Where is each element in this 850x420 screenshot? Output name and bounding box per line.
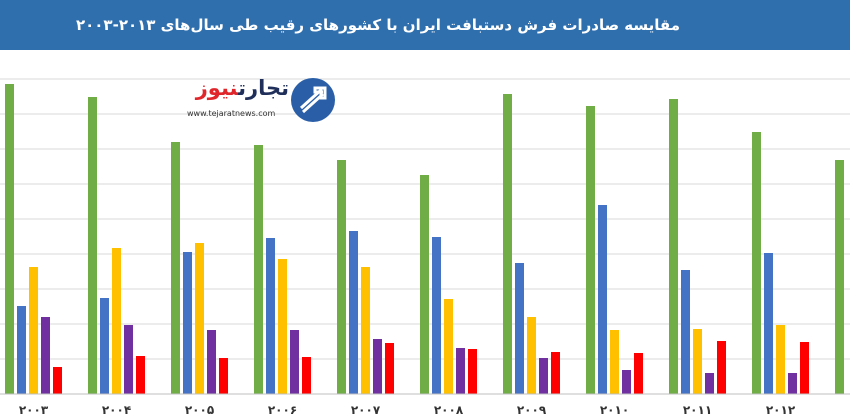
bar-4-5 [468,349,477,394]
tejaratnews-logo: تجارتنیوز www.tejaratnews.com [181,76,341,128]
bar-2-5 [444,299,453,394]
bar-2-9 [776,325,785,394]
bar-3-9 [788,373,797,394]
title-bar: مقایسه صادرات فرش دستبافت ایران با کشوره… [0,0,850,50]
bar-0-5 [420,175,429,394]
bar-1-8 [681,270,690,394]
x-tick-label: ۲۰۰۵ [185,403,214,417]
bar-4-3 [302,357,311,394]
bar-3-1 [124,325,133,394]
bar-4-6 [551,352,560,394]
bar-2-2 [195,243,204,394]
bar-0-1 [88,97,97,394]
bar-3-3 [290,330,299,394]
bar-1-0 [17,306,26,394]
bar-0-6 [503,94,512,394]
bar-3-7 [622,370,631,394]
bar-4-0 [53,367,62,394]
bar-4-2 [219,358,228,394]
bar-3-4 [373,339,382,394]
bar-0-10 [835,160,844,394]
logo-arrow-icon [291,78,335,122]
x-tick-label: ۲۰۰۹ [517,403,547,417]
bar-4-7 [634,353,643,394]
bar-3-6 [539,358,548,394]
bar-0-0 [5,84,14,394]
bar-0-9 [752,132,761,394]
bar-chart: ۲۰۰۳ ۲۰۰۴ ۲۰۰۵ ۲۰۰۶ ۲۰۰۷ ۲۰۰۸ ۲۰۰۹ ۲۰۱۰ ۲۰۱۱ ۲۰۱۲ [0,78,850,417]
bar-0-8 [669,99,678,394]
bar-2-3 [278,259,287,394]
bar-3-8 [705,373,714,394]
bar-2-0 [29,267,38,394]
bar-0-4 [337,160,346,394]
bar-1-2 [183,252,192,394]
x-tick-label: ۲۰۰۷ [351,403,381,417]
bar-4-1 [136,356,145,394]
bar-3-0 [41,317,50,394]
logo-url: www.tejaratnews.com [187,109,276,118]
x-tick-label: ۲۰۱۰ [600,403,629,417]
bar-1-4 [349,231,358,394]
bar-1-1 [100,298,109,394]
logo-name: تجارتنیوز [195,76,289,100]
x-tick-label: ۲۰۰۸ [434,403,464,417]
bar-1-7 [598,205,607,394]
x-tick-label: ۲۰۰۶ [268,403,297,417]
bar-2-1 [112,248,121,394]
x-tick-label: ۲۰۱۲ [766,403,796,417]
x-tick-label: ۲۰۱۱ [683,403,712,417]
bar-2-4 [361,267,370,394]
bar-0-3 [254,145,263,394]
x-tick-label: ۲۰۰۴ [102,403,131,417]
chart-title: مقایسه صادرات فرش دستبافت ایران با کشوره… [75,16,680,34]
x-tick-label: ۲۰۰۳ [19,403,49,417]
bar-1-5 [432,237,441,394]
bar-1-6 [515,263,524,394]
bar-1-3 [266,238,275,394]
bar-4-8 [717,341,726,394]
bar-3-2 [207,330,216,394]
bar-2-8 [693,329,702,394]
bar-3-5 [456,348,465,394]
bar-0-2 [171,142,180,394]
bar-0-7 [586,106,595,394]
bar-1-9 [764,253,773,394]
bar-4-4 [385,343,394,394]
bar-4-9 [800,342,809,394]
bar-2-7 [610,330,619,394]
bar-2-6 [527,317,536,394]
